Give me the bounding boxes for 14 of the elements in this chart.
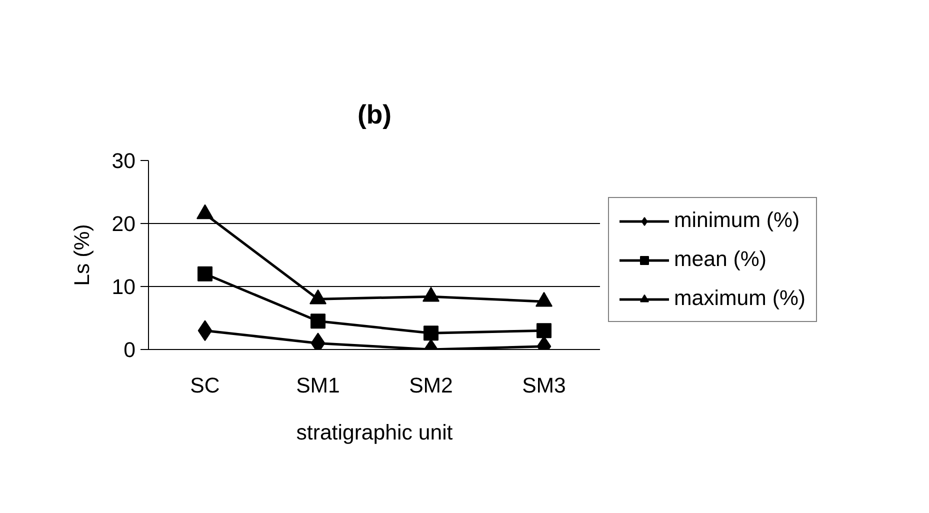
y-axis-title: Ls (%) [70,224,94,286]
legend-label: maximum (%) [674,286,806,311]
y-tick-label: 10 [112,275,136,299]
y-tick-label: 20 [112,212,136,236]
chart-title: (b) [357,100,392,130]
legend-label: minimum (%) [674,208,800,233]
x-axis-title: stratigraphic unit [296,420,453,444]
y-tick-label: 0 [124,338,136,362]
x-tick-label: SM2 [409,374,453,398]
x-tick-label: SC [190,374,220,398]
x-tick-label: SM3 [522,374,566,398]
y-tick-label: 30 [112,149,136,173]
legend-label: mean (%) [674,247,766,272]
x-tick-label: SM1 [296,374,340,398]
